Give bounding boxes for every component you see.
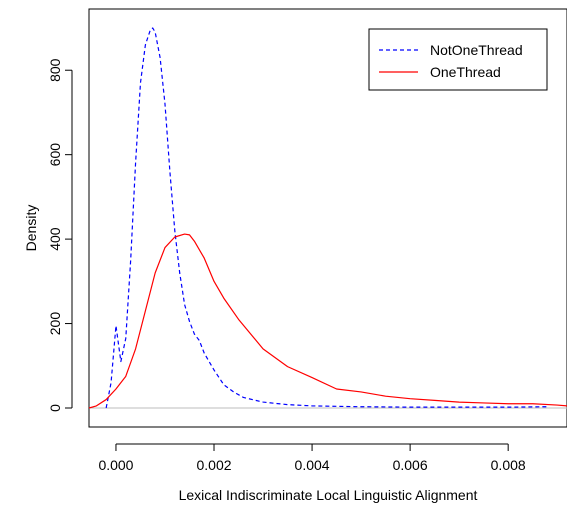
y-axis: 0 200 400 600 800 (47, 58, 73, 412)
legend-box (368, 28, 548, 91)
x-tick-label: 0.004 (295, 457, 330, 473)
y-tick-label: 800 (47, 58, 63, 82)
x-tick-label: 0.006 (393, 457, 428, 473)
y-tick-label: 600 (47, 143, 63, 167)
y-tick-label: 200 (47, 312, 63, 336)
legend-label-notonethread: NotOneThread (430, 42, 523, 58)
series-layer (88, 27, 567, 409)
legend: NotOneThread OneThread (368, 28, 548, 91)
y-tick-label: 0 (47, 404, 63, 412)
x-axis: 0.000 0.002 0.004 0.006 0.008 (98, 443, 526, 473)
x-tick-label: 0.008 (491, 457, 526, 473)
x-axis-title: Lexical Indiscriminate Local Linguistic … (179, 487, 478, 503)
x-tick-label: 0.002 (196, 457, 231, 473)
y-axis-title: Density (23, 205, 39, 252)
plot-frame (88, 8, 567, 428)
series-line-notonethread (105, 27, 548, 409)
series-line-onethread (88, 233, 567, 409)
legend-label-onethread: OneThread (430, 64, 501, 80)
x-tick-label: 0.000 (98, 457, 133, 473)
y-tick-label: 400 (47, 227, 63, 251)
